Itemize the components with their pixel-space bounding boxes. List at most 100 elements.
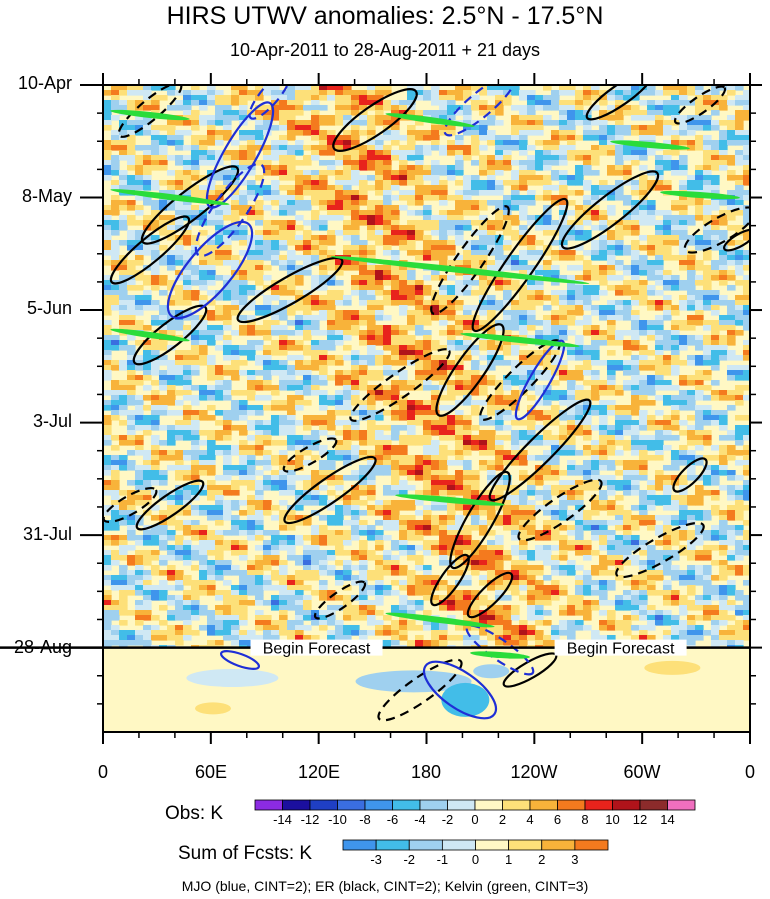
obs-anomaly-cell [159,340,168,346]
obs-anomaly-cell [111,415,120,421]
obs-anomaly-cell [535,350,544,356]
obs-anomaly-cell [455,355,464,361]
obs-anomaly-cell [399,270,408,276]
obs-anomaly-cell [311,200,320,206]
obs-anomaly-cell [247,245,256,251]
obs-anomaly-cell [183,100,192,106]
obs-anomaly-cell [551,120,560,126]
obs-anomaly-cell [679,405,688,411]
obs-anomaly-cell [175,255,184,261]
obs-anomaly-cell [503,195,512,201]
obs-anomaly-cell [295,105,304,111]
obs-anomaly-cell [575,355,584,361]
obs-anomaly-cell [695,390,704,396]
obs-anomaly-cell [679,230,688,236]
obs-anomaly-cell [591,95,600,101]
obs-anomaly-cell [671,370,680,376]
obs-anomaly-cell [735,385,744,391]
obs-anomaly-cell [559,175,568,181]
obs-anomaly-cell [479,130,488,136]
obs-anomaly-cell [607,145,616,151]
obs-anomaly-cell [383,120,392,126]
obs-anomaly-cell [271,185,280,191]
obs-anomaly-cell [375,265,384,271]
obs-anomaly-cell [319,160,328,166]
obs-anomaly-cell [111,170,120,176]
obs-anomaly-cell [615,145,624,151]
obs-anomaly-cell [519,455,528,461]
obs-anomaly-cell [679,250,688,256]
obs-anomaly-cell [519,330,528,336]
obs-anomaly-cell [191,295,200,301]
obs-anomaly-cell [127,335,136,341]
obs-anomaly-cell [671,320,680,326]
obs-anomaly-cell [111,360,120,366]
obs-anomaly-cell [479,160,488,166]
obs-anomaly-cell [535,470,544,476]
obs-anomaly-cell [543,120,552,126]
obs-anomaly-cell [279,455,288,461]
obs-anomaly-cell [439,420,448,426]
obs-anomaly-cell [671,365,680,371]
obs-anomaly-cell [535,105,544,111]
obs-anomaly-cell [415,120,424,126]
obs-anomaly-cell [135,120,144,126]
obs-anomaly-cell [103,280,112,286]
obs-anomaly-cell [711,470,720,476]
obs-anomaly-cell [119,305,128,311]
obs-anomaly-cell [319,145,328,151]
obs-anomaly-cell [359,285,368,291]
obs-anomaly-cell [679,285,688,291]
obs-anomaly-cell [279,235,288,241]
obs-anomaly-cell [335,440,344,446]
obs-anomaly-cell [223,445,232,451]
obs-anomaly-cell [103,470,112,476]
obs-anomaly-cell [319,295,328,301]
obs-anomaly-cell [159,155,168,161]
obs-anomaly-cell [471,200,480,206]
obs-anomaly-cell [727,260,736,266]
obs-anomaly-cell [567,290,576,296]
obs-anomaly-cell [519,475,528,481]
obs-anomaly-cell [391,475,400,481]
obs-anomaly-cell [327,335,336,341]
obs-anomaly-cell [671,350,680,356]
obs-anomaly-cell [415,315,424,321]
obs-anomaly-cell [567,150,576,156]
obs-anomaly-cell [575,485,584,491]
obs-anomaly-cell [687,275,696,281]
obs-anomaly-cell [671,280,680,286]
obs-anomaly-cell [575,205,584,211]
obs-anomaly-cell [119,200,128,206]
obs-anomaly-cell [175,170,184,176]
obs-anomaly-cell [463,420,472,426]
obs-anomaly-cell [247,450,256,456]
obs-anomaly-cell [719,135,728,141]
obs-anomaly-cell [439,150,448,156]
obs-anomaly-cell [551,475,560,481]
obs-anomaly-cell [295,455,304,461]
obs-anomaly-cell [695,200,704,206]
obs-anomaly-cell [719,200,728,206]
obs-anomaly-cell [631,435,640,441]
obs-anomaly-cell [351,165,360,171]
obs-anomaly-cell [487,350,496,356]
obs-anomaly-cell [175,430,184,436]
obs-anomaly-cell [335,150,344,156]
obs-anomaly-cell [151,165,160,171]
obs-anomaly-cell [663,215,672,221]
obs-anomaly-cell [407,410,416,416]
obs-anomaly-cell [527,420,536,426]
obs-anomaly-cell [255,205,264,211]
obs-anomaly-cell [135,175,144,181]
obs-anomaly-cell [503,100,512,106]
obs-anomaly-cell [543,100,552,106]
obs-anomaly-cell [439,115,448,121]
obs-anomaly-cell [487,230,496,236]
obs-anomaly-cell [151,315,160,321]
obs-anomaly-cell [559,275,568,281]
obs-anomaly-cell [455,170,464,176]
obs-anomaly-cell [367,355,376,361]
obs-anomaly-cell [655,430,664,436]
obs-anomaly-cell [423,135,432,141]
